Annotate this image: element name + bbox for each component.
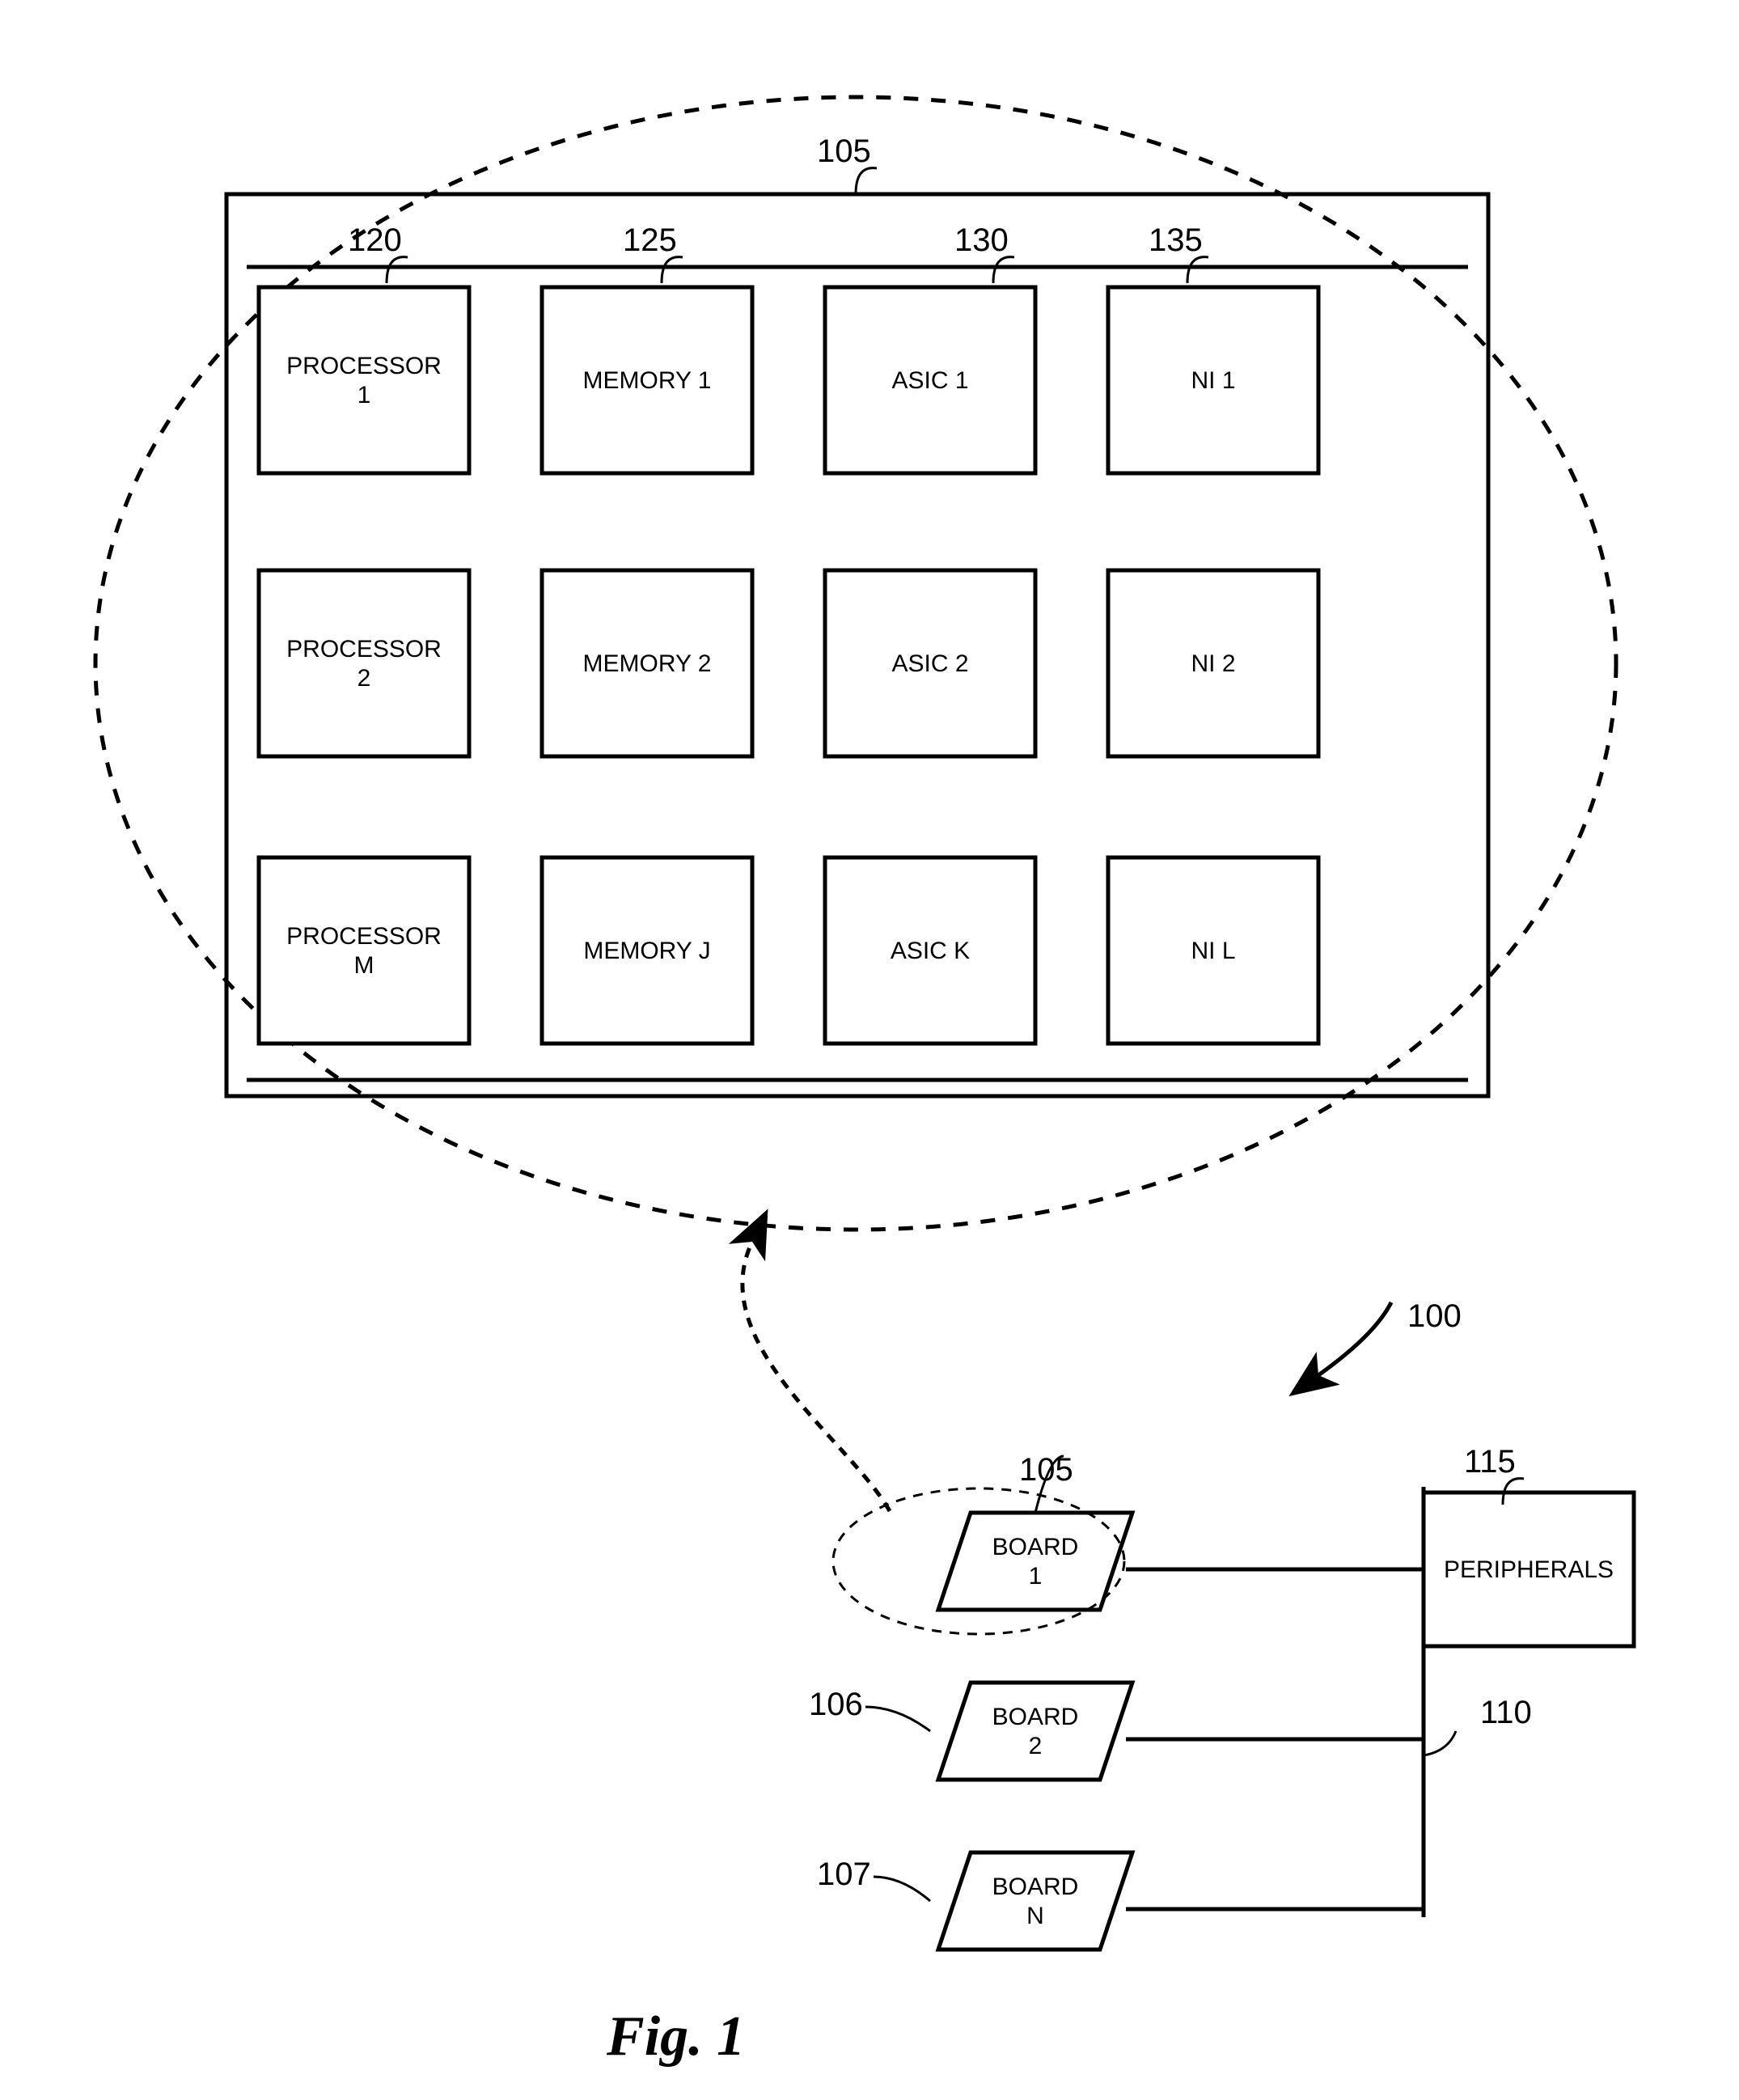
ref-105: 105 bbox=[1019, 1452, 1073, 1488]
component-asic-k: ASIC K bbox=[825, 857, 1035, 1044]
svg-text:BOARD: BOARD bbox=[992, 1873, 1079, 1900]
svg-text:NI 1: NI 1 bbox=[1191, 367, 1235, 394]
reference-labels-top: 105 120 125 130 135 bbox=[348, 133, 1208, 283]
svg-text:NI L: NI L bbox=[1191, 938, 1235, 964]
component-ni-l: NI L bbox=[1108, 857, 1318, 1044]
component-memory-2: MEMORY 2 bbox=[542, 570, 752, 756]
svg-text:ASIC 1: ASIC 1 bbox=[891, 367, 968, 394]
svg-text:ASIC 2: ASIC 2 bbox=[891, 650, 968, 677]
svg-text:MEMORY J: MEMORY J bbox=[583, 938, 710, 964]
ref-110: 110 bbox=[1480, 1695, 1532, 1730]
ref-105: 105 bbox=[817, 133, 871, 169]
board-1: BOARD 1 bbox=[938, 1513, 1132, 1610]
board-3: BOARD N bbox=[938, 1852, 1132, 1950]
ref-106: 106 bbox=[809, 1687, 863, 1722]
detail-callout-arrow bbox=[743, 1242, 890, 1511]
svg-text:M: M bbox=[354, 952, 374, 979]
svg-text:2: 2 bbox=[1029, 1733, 1043, 1759]
system-diagram: 100 110 PERIPHERALS 115 BOARD 1 105 BOARD 2 106 BO… bbox=[743, 1242, 1634, 1950]
svg-text:N: N bbox=[1026, 1903, 1044, 1929]
svg-text:PROCESSOR: PROCESSOR bbox=[286, 353, 442, 379]
component-asic-1: ASIC 1 bbox=[825, 287, 1035, 473]
ref-135: 135 bbox=[1149, 222, 1203, 258]
svg-text:2: 2 bbox=[358, 665, 371, 692]
ref-100-arrow bbox=[1318, 1302, 1391, 1375]
component-boxes: PROCESSOR1MEMORY 1ASIC 1NI 1PROCESSOR2ME… bbox=[259, 287, 1318, 1044]
svg-text:MEMORY 2: MEMORY 2 bbox=[583, 650, 712, 677]
component-asic-2: ASIC 2 bbox=[825, 570, 1035, 756]
board-2: BOARD 2 bbox=[938, 1683, 1132, 1780]
ref-125: 125 bbox=[623, 222, 677, 258]
ref-115: 115 bbox=[1464, 1444, 1516, 1480]
component-processor-m: PROCESSORM bbox=[259, 857, 469, 1044]
svg-text:MEMORY 1: MEMORY 1 bbox=[583, 367, 712, 394]
svg-text:ASIC K: ASIC K bbox=[891, 938, 970, 964]
ref-107: 107 bbox=[817, 1857, 871, 1892]
svg-text:NI 2: NI 2 bbox=[1191, 650, 1235, 677]
svg-text:1: 1 bbox=[358, 382, 371, 409]
component-ni-1: NI 1 bbox=[1108, 287, 1318, 473]
svg-text:PERIPHERALS: PERIPHERALS bbox=[1444, 1556, 1614, 1583]
svg-text:PROCESSOR: PROCESSOR bbox=[286, 636, 442, 663]
peripherals-box: PERIPHERALS bbox=[1424, 1492, 1634, 1646]
component-processor-2: PROCESSOR2 bbox=[259, 570, 469, 756]
ref-130: 130 bbox=[954, 222, 1009, 258]
svg-text:BOARD: BOARD bbox=[992, 1534, 1079, 1560]
ref-120: 120 bbox=[348, 222, 402, 258]
svg-text:PROCESSOR: PROCESSOR bbox=[286, 923, 442, 950]
component-processor-1: PROCESSOR 1 bbox=[259, 287, 469, 473]
svg-text:BOARD: BOARD bbox=[992, 1704, 1079, 1730]
svg-text:1: 1 bbox=[1029, 1563, 1043, 1590]
ref-100: 100 bbox=[1407, 1298, 1462, 1334]
component-memory-1: MEMORY 1 bbox=[542, 287, 752, 473]
patent-figure: 105 120 125 130 135 PROCESSOR 1 MEMORY 1 ASIC 1… bbox=[0, 0, 1739, 2100]
figure-label: Fig. 1 bbox=[606, 2005, 745, 2068]
component-ni-2: NI 2 bbox=[1108, 570, 1318, 756]
component-memory-j: MEMORY J bbox=[542, 857, 752, 1044]
